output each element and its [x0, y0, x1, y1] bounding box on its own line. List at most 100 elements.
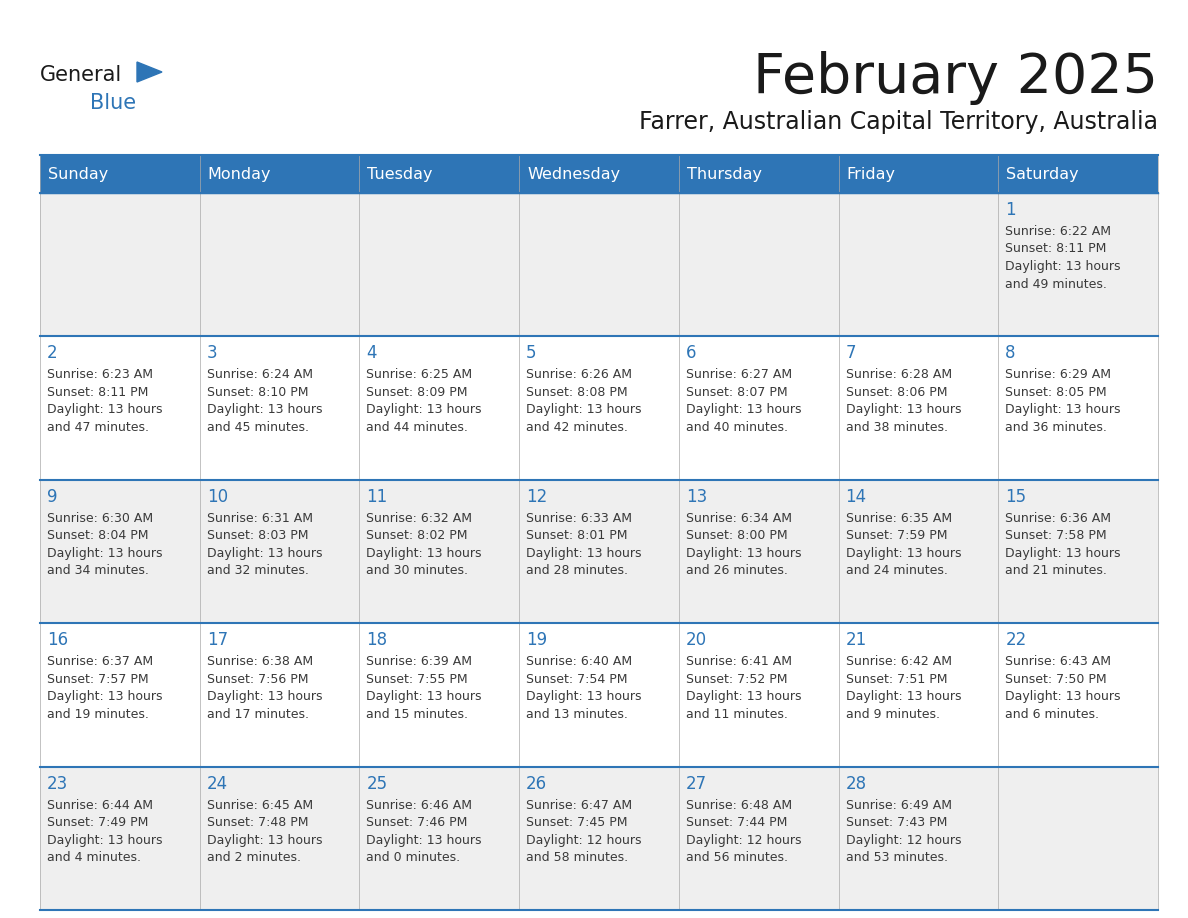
Text: Sunrise: 6:41 AM: Sunrise: 6:41 AM	[685, 655, 792, 668]
Text: Sunrise: 6:42 AM: Sunrise: 6:42 AM	[846, 655, 952, 668]
Text: Sunset: 7:52 PM: Sunset: 7:52 PM	[685, 673, 788, 686]
Bar	[360, 336, 519, 480]
Bar	[998, 336, 1158, 480]
Bar	[839, 193, 998, 336]
Text: Monday: Monday	[208, 166, 271, 182]
Text: Sunrise: 6:35 AM: Sunrise: 6:35 AM	[846, 512, 952, 525]
Text: 21: 21	[846, 632, 867, 649]
Bar	[678, 480, 839, 623]
Bar	[519, 480, 678, 623]
Bar	[839, 336, 998, 480]
Text: Daylight: 13 hours: Daylight: 13 hours	[685, 690, 802, 703]
Text: Daylight: 13 hours: Daylight: 13 hours	[366, 690, 482, 703]
Text: and 19 minutes.: and 19 minutes.	[48, 708, 148, 721]
Text: Sunset: 7:50 PM: Sunset: 7:50 PM	[1005, 673, 1107, 686]
Text: Sunset: 7:46 PM: Sunset: 7:46 PM	[366, 816, 468, 829]
Text: and 58 minutes.: and 58 minutes.	[526, 851, 628, 864]
Text: Daylight: 13 hours: Daylight: 13 hours	[526, 403, 642, 417]
Text: Sunrise: 6:24 AM: Sunrise: 6:24 AM	[207, 368, 312, 381]
Bar	[839, 155, 998, 193]
Text: Daylight: 13 hours: Daylight: 13 hours	[366, 403, 482, 417]
Text: 12: 12	[526, 487, 548, 506]
Text: 8: 8	[1005, 344, 1016, 363]
Text: Sunset: 8:03 PM: Sunset: 8:03 PM	[207, 530, 308, 543]
Bar	[40, 336, 200, 480]
Text: 25: 25	[366, 775, 387, 792]
Text: Daylight: 13 hours: Daylight: 13 hours	[1005, 403, 1120, 417]
Text: Daylight: 13 hours: Daylight: 13 hours	[207, 403, 322, 417]
Bar	[998, 623, 1158, 767]
Text: 16: 16	[48, 632, 68, 649]
Bar	[40, 767, 200, 910]
Bar	[839, 623, 998, 767]
Text: 14: 14	[846, 487, 867, 506]
Text: Daylight: 13 hours: Daylight: 13 hours	[48, 403, 163, 417]
Text: Sunrise: 6:31 AM: Sunrise: 6:31 AM	[207, 512, 312, 525]
Text: Daylight: 13 hours: Daylight: 13 hours	[846, 547, 961, 560]
Text: Sunrise: 6:47 AM: Sunrise: 6:47 AM	[526, 799, 632, 812]
Text: Sunrise: 6:39 AM: Sunrise: 6:39 AM	[366, 655, 473, 668]
Text: and 21 minutes.: and 21 minutes.	[1005, 565, 1107, 577]
Text: 15: 15	[1005, 487, 1026, 506]
Bar	[360, 623, 519, 767]
Text: Daylight: 13 hours: Daylight: 13 hours	[48, 547, 163, 560]
Bar	[200, 155, 360, 193]
Text: Daylight: 12 hours: Daylight: 12 hours	[685, 834, 802, 846]
Bar	[40, 623, 200, 767]
Text: Sunset: 7:56 PM: Sunset: 7:56 PM	[207, 673, 308, 686]
Text: 17: 17	[207, 632, 228, 649]
Bar	[998, 193, 1158, 336]
Text: Daylight: 13 hours: Daylight: 13 hours	[685, 403, 802, 417]
Text: Blue: Blue	[90, 93, 137, 113]
Text: February 2025: February 2025	[753, 51, 1158, 105]
Text: Sunrise: 6:38 AM: Sunrise: 6:38 AM	[207, 655, 312, 668]
Text: 11: 11	[366, 487, 387, 506]
Text: and 49 minutes.: and 49 minutes.	[1005, 277, 1107, 290]
Text: Sunrise: 6:45 AM: Sunrise: 6:45 AM	[207, 799, 312, 812]
Text: Sunset: 8:01 PM: Sunset: 8:01 PM	[526, 530, 627, 543]
Text: Daylight: 13 hours: Daylight: 13 hours	[366, 547, 482, 560]
Text: and 15 minutes.: and 15 minutes.	[366, 708, 468, 721]
Text: 27: 27	[685, 775, 707, 792]
Bar	[360, 767, 519, 910]
Text: 23: 23	[48, 775, 68, 792]
Text: and 42 minutes.: and 42 minutes.	[526, 420, 628, 434]
Text: 18: 18	[366, 632, 387, 649]
Text: Sunset: 7:54 PM: Sunset: 7:54 PM	[526, 673, 627, 686]
Bar	[998, 480, 1158, 623]
Text: Sunrise: 6:44 AM: Sunrise: 6:44 AM	[48, 799, 153, 812]
Text: Sunset: 8:00 PM: Sunset: 8:00 PM	[685, 530, 788, 543]
Text: Sunrise: 6:36 AM: Sunrise: 6:36 AM	[1005, 512, 1111, 525]
Text: Sunrise: 6:28 AM: Sunrise: 6:28 AM	[846, 368, 952, 381]
Text: Daylight: 13 hours: Daylight: 13 hours	[48, 690, 163, 703]
Text: 6: 6	[685, 344, 696, 363]
Text: 22: 22	[1005, 632, 1026, 649]
Text: and 13 minutes.: and 13 minutes.	[526, 708, 628, 721]
Bar	[40, 193, 200, 336]
Text: 26: 26	[526, 775, 548, 792]
Text: and 44 minutes.: and 44 minutes.	[366, 420, 468, 434]
Text: 19: 19	[526, 632, 548, 649]
Text: and 45 minutes.: and 45 minutes.	[207, 420, 309, 434]
Bar	[519, 623, 678, 767]
Text: 28: 28	[846, 775, 867, 792]
Bar	[519, 767, 678, 910]
Text: Saturday: Saturday	[1006, 166, 1079, 182]
Text: Daylight: 13 hours: Daylight: 13 hours	[846, 690, 961, 703]
Text: Sunset: 7:49 PM: Sunset: 7:49 PM	[48, 816, 148, 829]
Text: and 36 minutes.: and 36 minutes.	[1005, 420, 1107, 434]
Text: and 28 minutes.: and 28 minutes.	[526, 565, 628, 577]
Text: Daylight: 13 hours: Daylight: 13 hours	[366, 834, 482, 846]
Text: 7: 7	[846, 344, 857, 363]
Text: Sunrise: 6:25 AM: Sunrise: 6:25 AM	[366, 368, 473, 381]
Text: 24: 24	[207, 775, 228, 792]
Text: 3: 3	[207, 344, 217, 363]
Text: Sunrise: 6:32 AM: Sunrise: 6:32 AM	[366, 512, 473, 525]
Bar	[200, 767, 360, 910]
Bar	[678, 155, 839, 193]
Text: and 40 minutes.: and 40 minutes.	[685, 420, 788, 434]
Bar	[200, 336, 360, 480]
Text: Sunset: 7:55 PM: Sunset: 7:55 PM	[366, 673, 468, 686]
Polygon shape	[137, 62, 162, 82]
Text: and 9 minutes.: and 9 minutes.	[846, 708, 940, 721]
